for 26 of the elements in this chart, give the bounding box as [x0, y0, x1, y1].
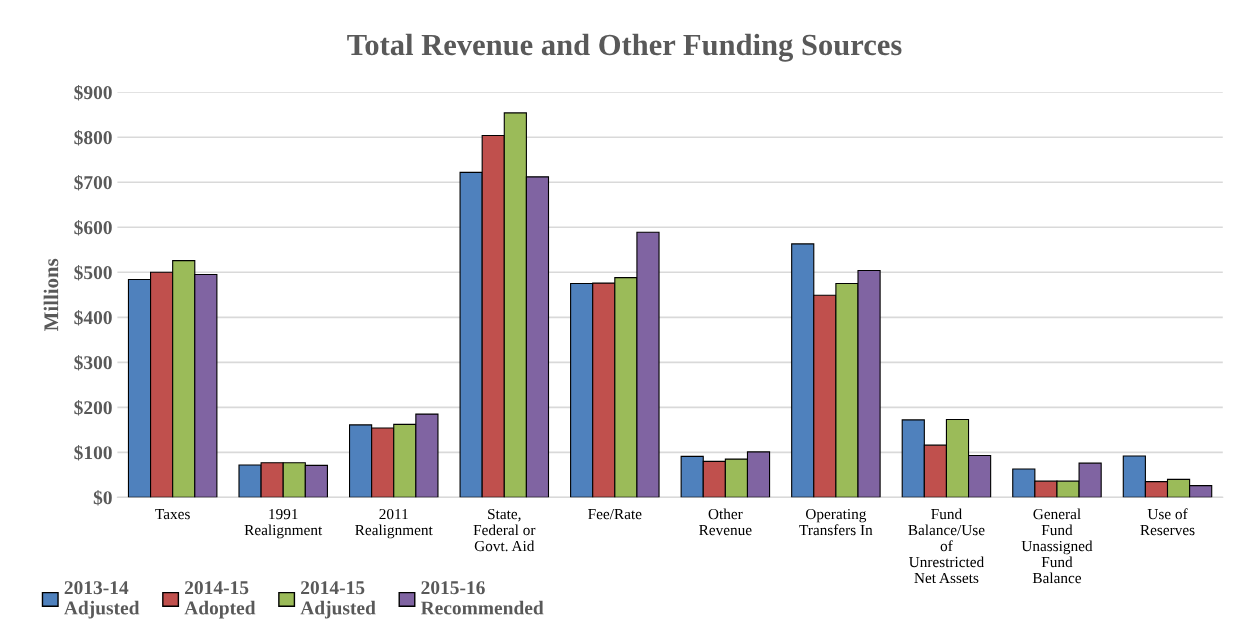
y-tick-label: $100 [74, 445, 112, 461]
x-tick-label: General Fund Unassigned Fund Balance [1021, 508, 1093, 584]
legend-label: 2013-14 Adjusted [64, 581, 140, 619]
x-tick-label: Operating Transfers In [799, 508, 873, 536]
y-tick-label: $800 [74, 129, 112, 146]
x-tick-label: Other Revenue [699, 508, 752, 536]
x-tick-label: 2011 Realignment [355, 508, 433, 539]
x-tick-label: State, Federal or Govt. Aid [473, 508, 536, 552]
y-tick-label: $200 [74, 399, 112, 416]
x-tick-label: Fee/Rate [588, 508, 642, 520]
chart-title: Total Revenue and Other Funding Sources [347, 33, 902, 62]
x-tick-label: 1991 Realignment [244, 508, 323, 539]
y-tick-label: $900 [74, 84, 112, 101]
y-axis-title: Millions [43, 258, 59, 331]
x-tick-label: Taxes [155, 509, 190, 520]
y-tick-label: $700 [74, 174, 112, 191]
y-tick-label: $0 [93, 490, 112, 506]
x-tick-label: Use of Reserves [1140, 508, 1195, 536]
y-tick-label: $500 [74, 264, 112, 281]
legend-label: 2015-16 Recommended [420, 581, 544, 615]
legend-label: 2014-15 Adjusted [300, 581, 376, 619]
y-tick-label: $400 [74, 309, 112, 326]
y-tick-label: $300 [74, 354, 112, 371]
y-tick-label: $600 [74, 219, 112, 236]
x-tick-label: Fund Balance/Use of Unrestricted Net Assets [908, 508, 985, 584]
legend-label: 2014-15 Adopted [184, 581, 256, 619]
